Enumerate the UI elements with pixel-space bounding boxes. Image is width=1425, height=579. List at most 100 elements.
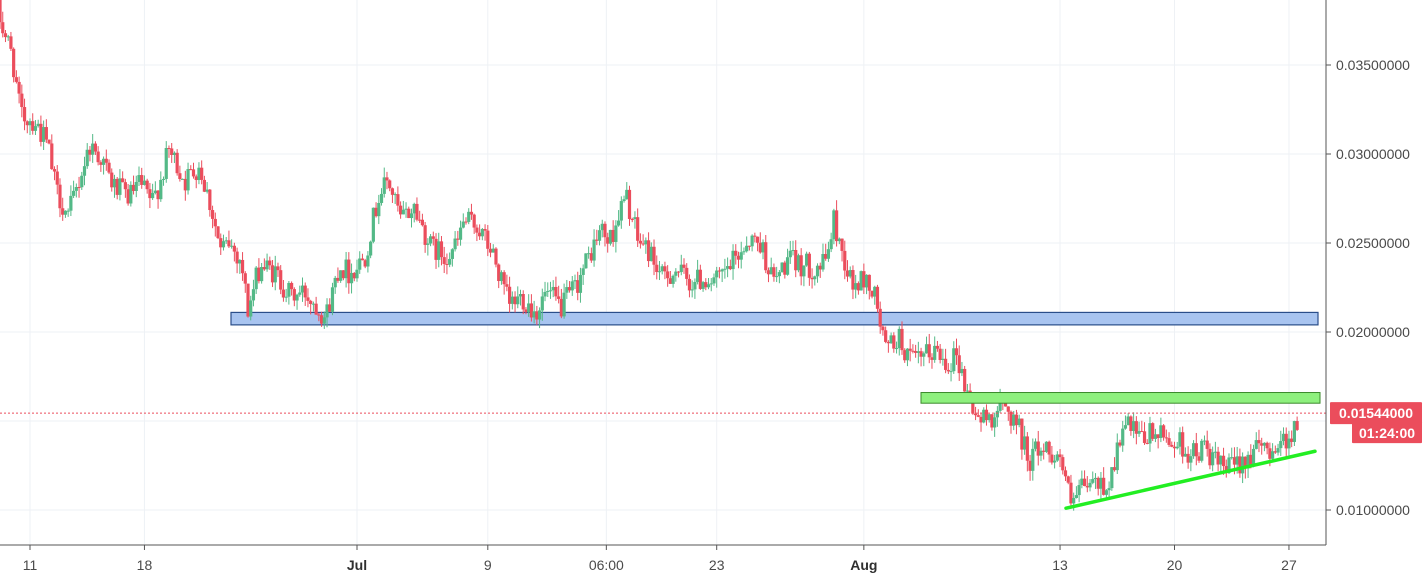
candle[interactable] <box>322 311 326 329</box>
candle[interactable] <box>243 271 247 293</box>
candle[interactable] <box>884 326 888 344</box>
candle[interactable] <box>33 120 38 136</box>
candle[interactable] <box>14 70 18 84</box>
candle[interactable] <box>232 242 236 262</box>
candle[interactable] <box>1093 473 1098 489</box>
candle[interactable] <box>1115 433 1119 475</box>
candle[interactable] <box>521 290 525 315</box>
candle[interactable] <box>336 267 340 283</box>
candle[interactable] <box>674 268 678 282</box>
candle[interactable] <box>894 341 899 354</box>
candle[interactable] <box>412 202 416 223</box>
candle[interactable] <box>750 234 754 252</box>
candle[interactable] <box>1279 430 1283 456</box>
candle[interactable] <box>475 224 479 242</box>
candle[interactable] <box>1251 444 1256 468</box>
candle[interactable] <box>630 217 634 223</box>
candle[interactable] <box>1020 418 1024 460</box>
candle[interactable] <box>1102 467 1106 496</box>
candle[interactable] <box>676 271 681 278</box>
candle[interactable] <box>36 119 40 128</box>
candle[interactable] <box>881 325 885 336</box>
candle[interactable] <box>148 182 152 209</box>
candle[interactable] <box>1099 471 1103 500</box>
candle[interactable] <box>1238 448 1242 478</box>
candle[interactable] <box>1074 486 1078 499</box>
candle[interactable] <box>584 253 588 269</box>
candle[interactable] <box>58 178 62 218</box>
candle[interactable] <box>175 149 179 176</box>
candle[interactable] <box>72 180 76 199</box>
candle[interactable] <box>559 288 563 319</box>
candle[interactable] <box>769 257 773 275</box>
candle[interactable] <box>644 237 648 254</box>
candle[interactable] <box>873 285 877 305</box>
candle[interactable] <box>595 229 599 246</box>
candle[interactable] <box>1189 449 1193 472</box>
candle[interactable] <box>194 174 198 189</box>
candle[interactable] <box>990 414 994 431</box>
candle[interactable] <box>189 165 193 171</box>
candle[interactable] <box>832 208 836 245</box>
candle[interactable] <box>388 179 392 192</box>
candle[interactable] <box>848 266 852 279</box>
candle[interactable] <box>785 248 790 276</box>
candle[interactable] <box>1254 432 1258 450</box>
candle[interactable] <box>227 230 231 249</box>
candle[interactable] <box>927 333 931 364</box>
candle[interactable] <box>134 175 138 198</box>
candle[interactable] <box>952 341 956 374</box>
candle[interactable] <box>993 412 997 437</box>
candle[interactable] <box>603 221 607 247</box>
candle[interactable] <box>423 221 427 253</box>
candle[interactable] <box>578 267 583 303</box>
candle[interactable] <box>557 285 561 304</box>
candle[interactable] <box>499 270 504 285</box>
candle[interactable] <box>864 274 869 295</box>
candle[interactable] <box>208 189 212 217</box>
candle[interactable] <box>396 186 400 212</box>
candle[interactable] <box>1164 429 1168 443</box>
candle[interactable] <box>540 288 544 321</box>
candle[interactable] <box>963 365 967 392</box>
candle[interactable] <box>548 281 553 299</box>
candle[interactable] <box>875 284 880 313</box>
candle[interactable] <box>739 241 743 269</box>
candle[interactable] <box>1265 441 1269 455</box>
candle[interactable] <box>565 279 569 299</box>
candle[interactable] <box>1110 467 1114 491</box>
candle[interactable] <box>1281 427 1286 446</box>
candle[interactable] <box>377 194 381 225</box>
candle[interactable] <box>1221 447 1226 475</box>
candle[interactable] <box>625 182 629 200</box>
candle[interactable] <box>1140 420 1144 433</box>
candle[interactable] <box>161 176 166 186</box>
candle[interactable] <box>216 226 220 240</box>
candle[interactable] <box>488 242 493 258</box>
candle[interactable] <box>622 195 626 203</box>
candle[interactable] <box>3 30 8 43</box>
candle[interactable] <box>69 185 73 217</box>
candle[interactable] <box>933 336 937 363</box>
candle[interactable] <box>284 288 288 303</box>
candle[interactable] <box>1 11 5 38</box>
candle[interactable] <box>1216 446 1220 472</box>
candle[interactable] <box>510 291 514 310</box>
candle[interactable] <box>930 353 934 369</box>
candle[interactable] <box>914 344 918 358</box>
candle[interactable] <box>80 171 84 191</box>
candle[interactable] <box>52 166 57 181</box>
candle[interactable] <box>303 282 307 306</box>
candle[interactable] <box>527 294 531 317</box>
candle[interactable] <box>85 143 89 169</box>
candle[interactable] <box>437 232 441 268</box>
candle[interactable] <box>363 258 367 269</box>
candle[interactable] <box>524 307 528 315</box>
candle[interactable] <box>374 202 378 218</box>
candle[interactable] <box>156 190 160 209</box>
candle[interactable] <box>1017 414 1021 428</box>
candle[interactable] <box>1159 417 1163 443</box>
candle[interactable] <box>200 160 204 185</box>
candle[interactable] <box>1080 470 1084 489</box>
candle[interactable] <box>404 202 408 218</box>
